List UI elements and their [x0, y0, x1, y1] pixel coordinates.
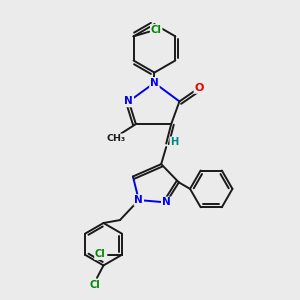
Text: Cl: Cl	[95, 249, 106, 259]
Text: N: N	[150, 78, 159, 88]
Text: Cl: Cl	[151, 25, 162, 35]
Text: O: O	[194, 83, 204, 93]
Text: H: H	[170, 137, 178, 147]
Text: N: N	[124, 96, 133, 106]
Text: Cl: Cl	[90, 280, 101, 290]
Text: CH₃: CH₃	[106, 134, 126, 143]
Text: N: N	[134, 195, 143, 205]
Text: N: N	[162, 197, 171, 207]
